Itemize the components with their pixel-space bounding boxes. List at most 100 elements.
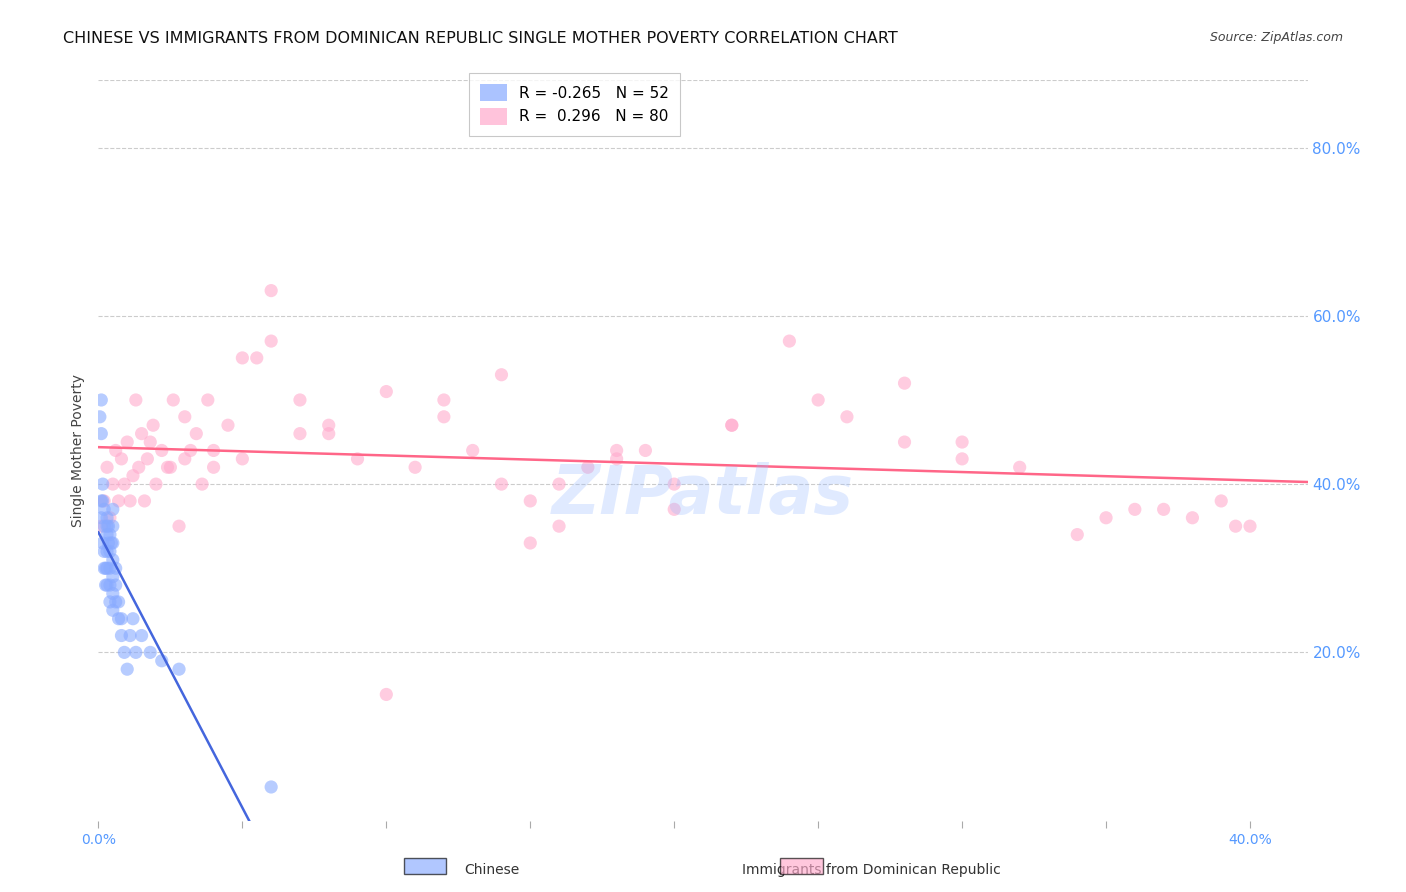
Point [115,435,138,450]
Point [893,435,915,450]
Point [1211,494,1233,508]
Point [142,418,165,433]
Point [93,502,115,516]
Point [1181,510,1204,524]
Point [139,645,162,659]
Point [96,510,118,524]
Point [101,519,124,533]
Point [217,418,239,433]
Point [893,376,915,391]
Point [101,553,124,567]
Point [1066,527,1088,541]
Text: CHINESE VS IMMIGRANTS FROM DOMINICAN REPUBLIC SINGLE MOTHER POVERTY CORRELATION : CHINESE VS IMMIGRANTS FROM DOMINICAN REP… [63,31,898,46]
Point [1153,502,1175,516]
Point [375,384,398,399]
Point [548,519,571,533]
Text: Source: ZipAtlas.com: Source: ZipAtlas.com [1209,31,1343,45]
Point [110,451,132,466]
Point [97,519,120,533]
Point [288,426,311,441]
Point [197,392,219,407]
Point [260,334,283,348]
Point [664,477,686,491]
Point [576,460,599,475]
Point [139,435,162,450]
Point [375,688,398,702]
Point [110,612,132,626]
Point [91,477,114,491]
Point [461,443,484,458]
Point [1008,460,1031,475]
Point [122,612,145,626]
Point [491,368,513,382]
Point [433,409,456,424]
Point [346,451,368,466]
Point [835,409,858,424]
Point [100,536,122,550]
Point [120,494,142,508]
Point [131,628,153,642]
Point [173,409,195,424]
Point [107,595,129,609]
Point [90,494,112,508]
Point [104,578,127,592]
Point [519,536,541,550]
Point [720,418,742,433]
Y-axis label: Single Mother Poverty: Single Mother Poverty [72,374,86,527]
Point [664,502,686,516]
Point [186,426,208,441]
Point [125,392,148,407]
Point [548,477,571,491]
Point [318,426,340,441]
Point [159,460,181,475]
Point [101,477,124,491]
Point [98,527,121,541]
Point [173,451,195,466]
Point [131,426,153,441]
Point [156,460,179,475]
Point [1095,510,1118,524]
Point [93,561,115,575]
Point [128,460,150,475]
Point [491,477,513,491]
Point [98,561,121,575]
Text: Chinese: Chinese [464,863,520,878]
Point [94,578,117,592]
Point [96,544,118,558]
Point [231,451,253,466]
Legend: R = -0.265   N = 52, R =  0.296   N = 80: R = -0.265 N = 52, R = 0.296 N = 80 [468,73,679,136]
Point [246,351,269,365]
Point [1225,519,1247,533]
Point [167,662,190,676]
Point [950,451,973,466]
Point [91,536,114,550]
Point [93,494,115,508]
Point [260,780,283,794]
Point [606,451,628,466]
Point [125,645,148,659]
Point [112,477,135,491]
Point [202,460,225,475]
Point [519,494,541,508]
Point [101,586,124,600]
Point [180,443,202,458]
Point [89,409,111,424]
Point [778,334,800,348]
Point [950,435,973,450]
Point [136,451,159,466]
Point [231,351,253,365]
Point [101,603,124,617]
Point [97,536,120,550]
Point [112,645,135,659]
Point [1123,502,1146,516]
Point [202,443,225,458]
Point [167,519,190,533]
Point [120,628,142,642]
Point [150,443,173,458]
Point [288,392,311,407]
Point [96,527,118,541]
Point [101,536,124,550]
Point [1239,519,1261,533]
Point [104,561,127,575]
Point [150,654,173,668]
